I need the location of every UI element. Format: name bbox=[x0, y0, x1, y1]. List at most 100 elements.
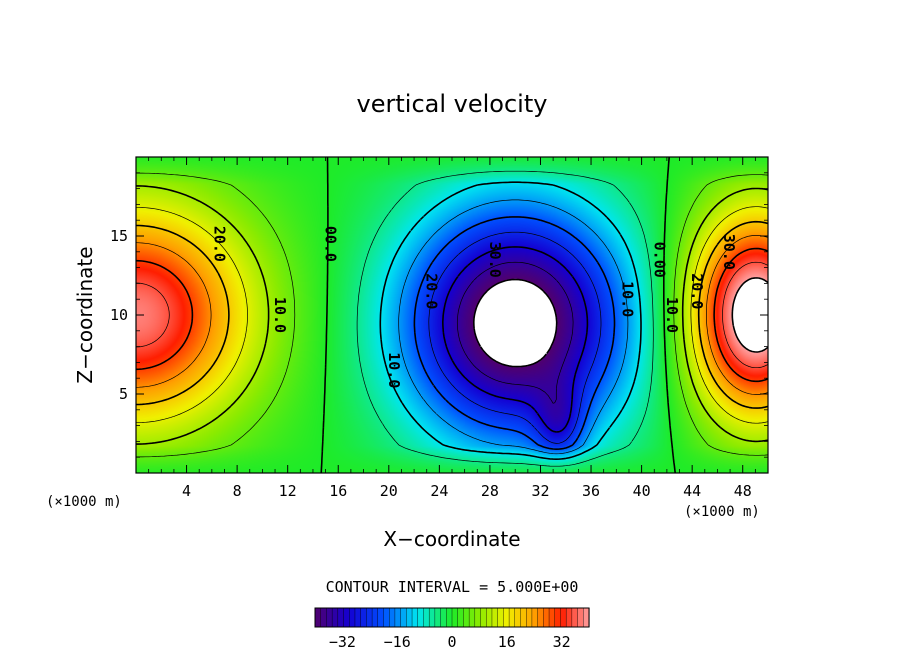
contour-line bbox=[356, 170, 654, 467]
contour-line bbox=[428, 231, 602, 444]
colorbar-cell bbox=[394, 607, 402, 628]
contour-line bbox=[456, 261, 574, 404]
colorbar-cell bbox=[451, 607, 459, 628]
colorbar-cell bbox=[520, 607, 527, 628]
contour-line bbox=[136, 235, 768, 395]
colorbar-cell bbox=[360, 607, 367, 628]
colorbar-cell bbox=[486, 607, 493, 628]
contour-line bbox=[136, 247, 768, 383]
colorbar-cells bbox=[314, 607, 590, 628]
contour-labels: 20.0 10.0 00.0 10.0 20.0 30.0 10.0 0.00 10.0 20.0… bbox=[210, 226, 737, 389]
colorbar-cell bbox=[497, 607, 504, 628]
colorbar-cell bbox=[371, 607, 379, 628]
contour-line bbox=[473, 278, 558, 368]
x-tick-label: 28 bbox=[481, 482, 499, 500]
colorbar-cell bbox=[565, 607, 573, 628]
contour-line bbox=[413, 216, 616, 450]
chart-title: vertical velocity bbox=[357, 90, 548, 118]
colorbar: −32 −16 0 16 32 bbox=[314, 607, 590, 651]
colorbar-cell bbox=[571, 607, 579, 628]
contour-label: 30.0 bbox=[720, 234, 738, 270]
y-axis-label: Z−coordinate bbox=[73, 246, 97, 383]
colorbar-tick-label: 0 bbox=[447, 633, 456, 651]
x-tick-label: 24 bbox=[430, 482, 448, 500]
colorbar-cell bbox=[423, 607, 430, 628]
x-unit-right: (×1000 m) bbox=[684, 504, 760, 520]
x-tick-label: 12 bbox=[279, 482, 297, 500]
y-axis-ticks: 5 10 15 bbox=[110, 172, 768, 458]
contour-label: 0.00 bbox=[650, 242, 668, 278]
colorbar-cell bbox=[377, 607, 385, 628]
colorbar-cell bbox=[554, 607, 562, 628]
colorbar-cell bbox=[320, 607, 328, 628]
x-tick-label: 8 bbox=[233, 482, 242, 500]
x-tick-label: 36 bbox=[582, 482, 600, 500]
colorbar-cell bbox=[400, 607, 407, 628]
colorbar-tick-label: 32 bbox=[553, 633, 571, 651]
colorbar-cell bbox=[548, 607, 556, 628]
colorbar-cell bbox=[354, 607, 362, 628]
colorbar-cell bbox=[508, 607, 516, 628]
y-tick-label: 10 bbox=[110, 306, 128, 324]
contour-label: 30.0 bbox=[486, 242, 504, 278]
colorbar-cell bbox=[417, 607, 425, 628]
colorbar-cell bbox=[457, 607, 465, 628]
field-shading bbox=[136, 157, 768, 473]
colorbar-cell bbox=[343, 607, 350, 628]
x-tick-label: 20 bbox=[380, 482, 398, 500]
colorbar-cell bbox=[440, 607, 447, 628]
contour-line bbox=[379, 181, 642, 460]
contour-label: 10.0 bbox=[385, 352, 403, 388]
colorbar-cell bbox=[389, 607, 396, 628]
colorbar-cell bbox=[526, 607, 533, 628]
contour-label: 20.0 bbox=[688, 273, 706, 309]
colorbar-tick-label: −32 bbox=[329, 633, 356, 651]
x-tick-label: 4 bbox=[182, 482, 191, 500]
colorbar-cell bbox=[406, 607, 413, 628]
contour-line bbox=[442, 246, 589, 433]
y-tick-label: 15 bbox=[110, 227, 128, 245]
colorbar-cell bbox=[531, 607, 539, 628]
x-tick-label: 44 bbox=[683, 482, 701, 500]
colorbar-cell bbox=[331, 607, 339, 628]
contour-lines bbox=[136, 157, 768, 473]
colorbar-cell bbox=[480, 607, 487, 628]
contour-label: 20.0 bbox=[210, 226, 228, 262]
colorbar-cell bbox=[537, 607, 544, 628]
colorbar-cell bbox=[577, 607, 584, 628]
plot-area: 20.0 10.0 00.0 10.0 20.0 30.0 10.0 0.00 10.0 20.0… bbox=[136, 157, 768, 473]
x-axis-label: X−coordinate bbox=[383, 527, 520, 551]
colorbar-frame bbox=[314, 607, 590, 628]
contour-line bbox=[731, 277, 768, 353]
contour-interval-text: CONTOUR INTERVAL = 5.000E+00 bbox=[326, 578, 579, 596]
contour-line bbox=[136, 220, 768, 409]
colorbar-cell bbox=[428, 607, 436, 628]
x-tick-label: 16 bbox=[329, 482, 347, 500]
x-tick-label: 48 bbox=[734, 482, 752, 500]
colorbar-cell bbox=[468, 607, 476, 628]
colorbar-cell bbox=[326, 607, 333, 628]
colorbar-cell bbox=[383, 607, 390, 628]
contour-label: 10.0 bbox=[271, 297, 289, 333]
x-tick-label: 32 bbox=[531, 482, 549, 500]
colorbar-tick-label: 16 bbox=[498, 633, 516, 651]
x-unit-left: (×1000 m) bbox=[46, 494, 122, 510]
colorbar-cell bbox=[463, 607, 470, 628]
x-axis-ticks: 4 8 12 16 20 24 28 32 36 40 44 48 bbox=[148, 157, 756, 500]
contour-label: 10.0 bbox=[663, 297, 681, 333]
colorbar-cell bbox=[314, 607, 322, 628]
colorbar-cell bbox=[474, 607, 482, 628]
colorbar-cell bbox=[434, 607, 442, 628]
colorbar-cell bbox=[503, 607, 510, 628]
colorbar-cell bbox=[491, 607, 499, 628]
contour-line bbox=[320, 157, 676, 473]
colorbar-cell bbox=[583, 607, 590, 628]
contour-line bbox=[136, 185, 768, 445]
colorbar-cell bbox=[337, 607, 345, 628]
contour-line bbox=[136, 261, 768, 369]
colorbar-ticks: −32 −16 0 16 32 bbox=[329, 633, 571, 651]
colorbar-cell bbox=[543, 607, 550, 628]
colorbar-cell bbox=[411, 607, 419, 628]
contour-line bbox=[398, 199, 629, 455]
